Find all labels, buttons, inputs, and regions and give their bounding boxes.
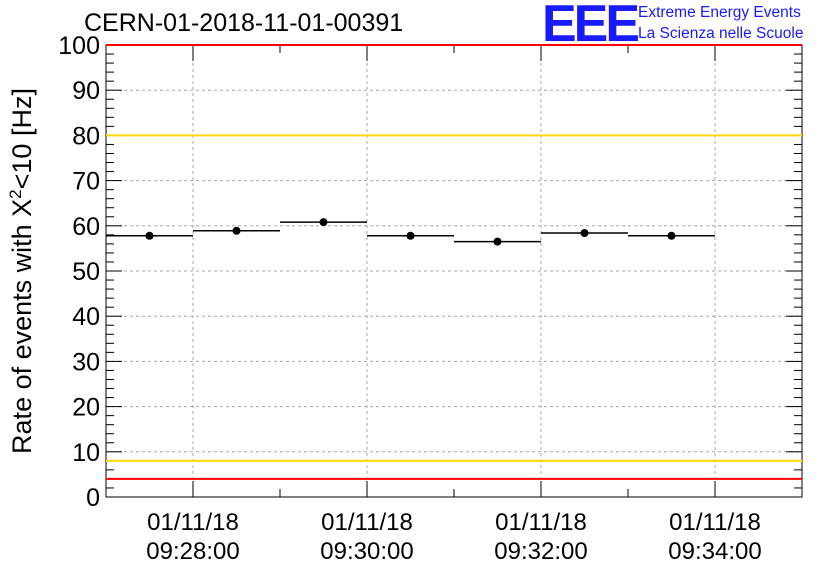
y-tick-label: 60 (72, 213, 100, 241)
data-point (667, 231, 676, 240)
y-tick-label: 50 (72, 258, 100, 286)
data-point (406, 231, 415, 240)
y-tick-label: 30 (72, 348, 100, 376)
data-point (580, 229, 589, 238)
chart-title: CERN-01-2018-11-01-00391 (84, 9, 404, 37)
y-tick-label: 90 (72, 77, 100, 105)
x-tick-label-time: 09:34:00 (668, 538, 761, 565)
x-tick-label-time: 09:30:00 (320, 538, 413, 565)
data-point (232, 226, 241, 235)
x-tick-label-date: 01/11/18 (669, 509, 761, 536)
y-tick-label: 80 (72, 122, 100, 150)
x-tick-label-date: 01/11/18 (321, 509, 413, 536)
y-axis-title: Rate of events with X2<10 [Hz] (6, 88, 37, 454)
y-tick-label: 20 (72, 394, 100, 422)
y-tick-label: 0 (86, 484, 100, 512)
y-tick-label: 40 (72, 303, 100, 331)
logo-line-2: La Scienza nelle Scuole (638, 25, 804, 42)
y-tick-label: 70 (72, 168, 100, 196)
data-point (493, 237, 502, 246)
y-tick-label: 10 (72, 439, 100, 467)
x-tick-label-date: 01/11/18 (147, 509, 239, 536)
x-tick-label-date: 01/11/18 (495, 509, 587, 536)
x-tick-label-time: 09:28:00 (146, 538, 239, 565)
y-tick-label: 100 (58, 32, 100, 60)
data-point (145, 231, 154, 240)
data-point (319, 218, 328, 227)
logo-line-1: Extreme Energy Events (638, 4, 801, 21)
x-tick-label-time: 09:32:00 (494, 538, 587, 565)
